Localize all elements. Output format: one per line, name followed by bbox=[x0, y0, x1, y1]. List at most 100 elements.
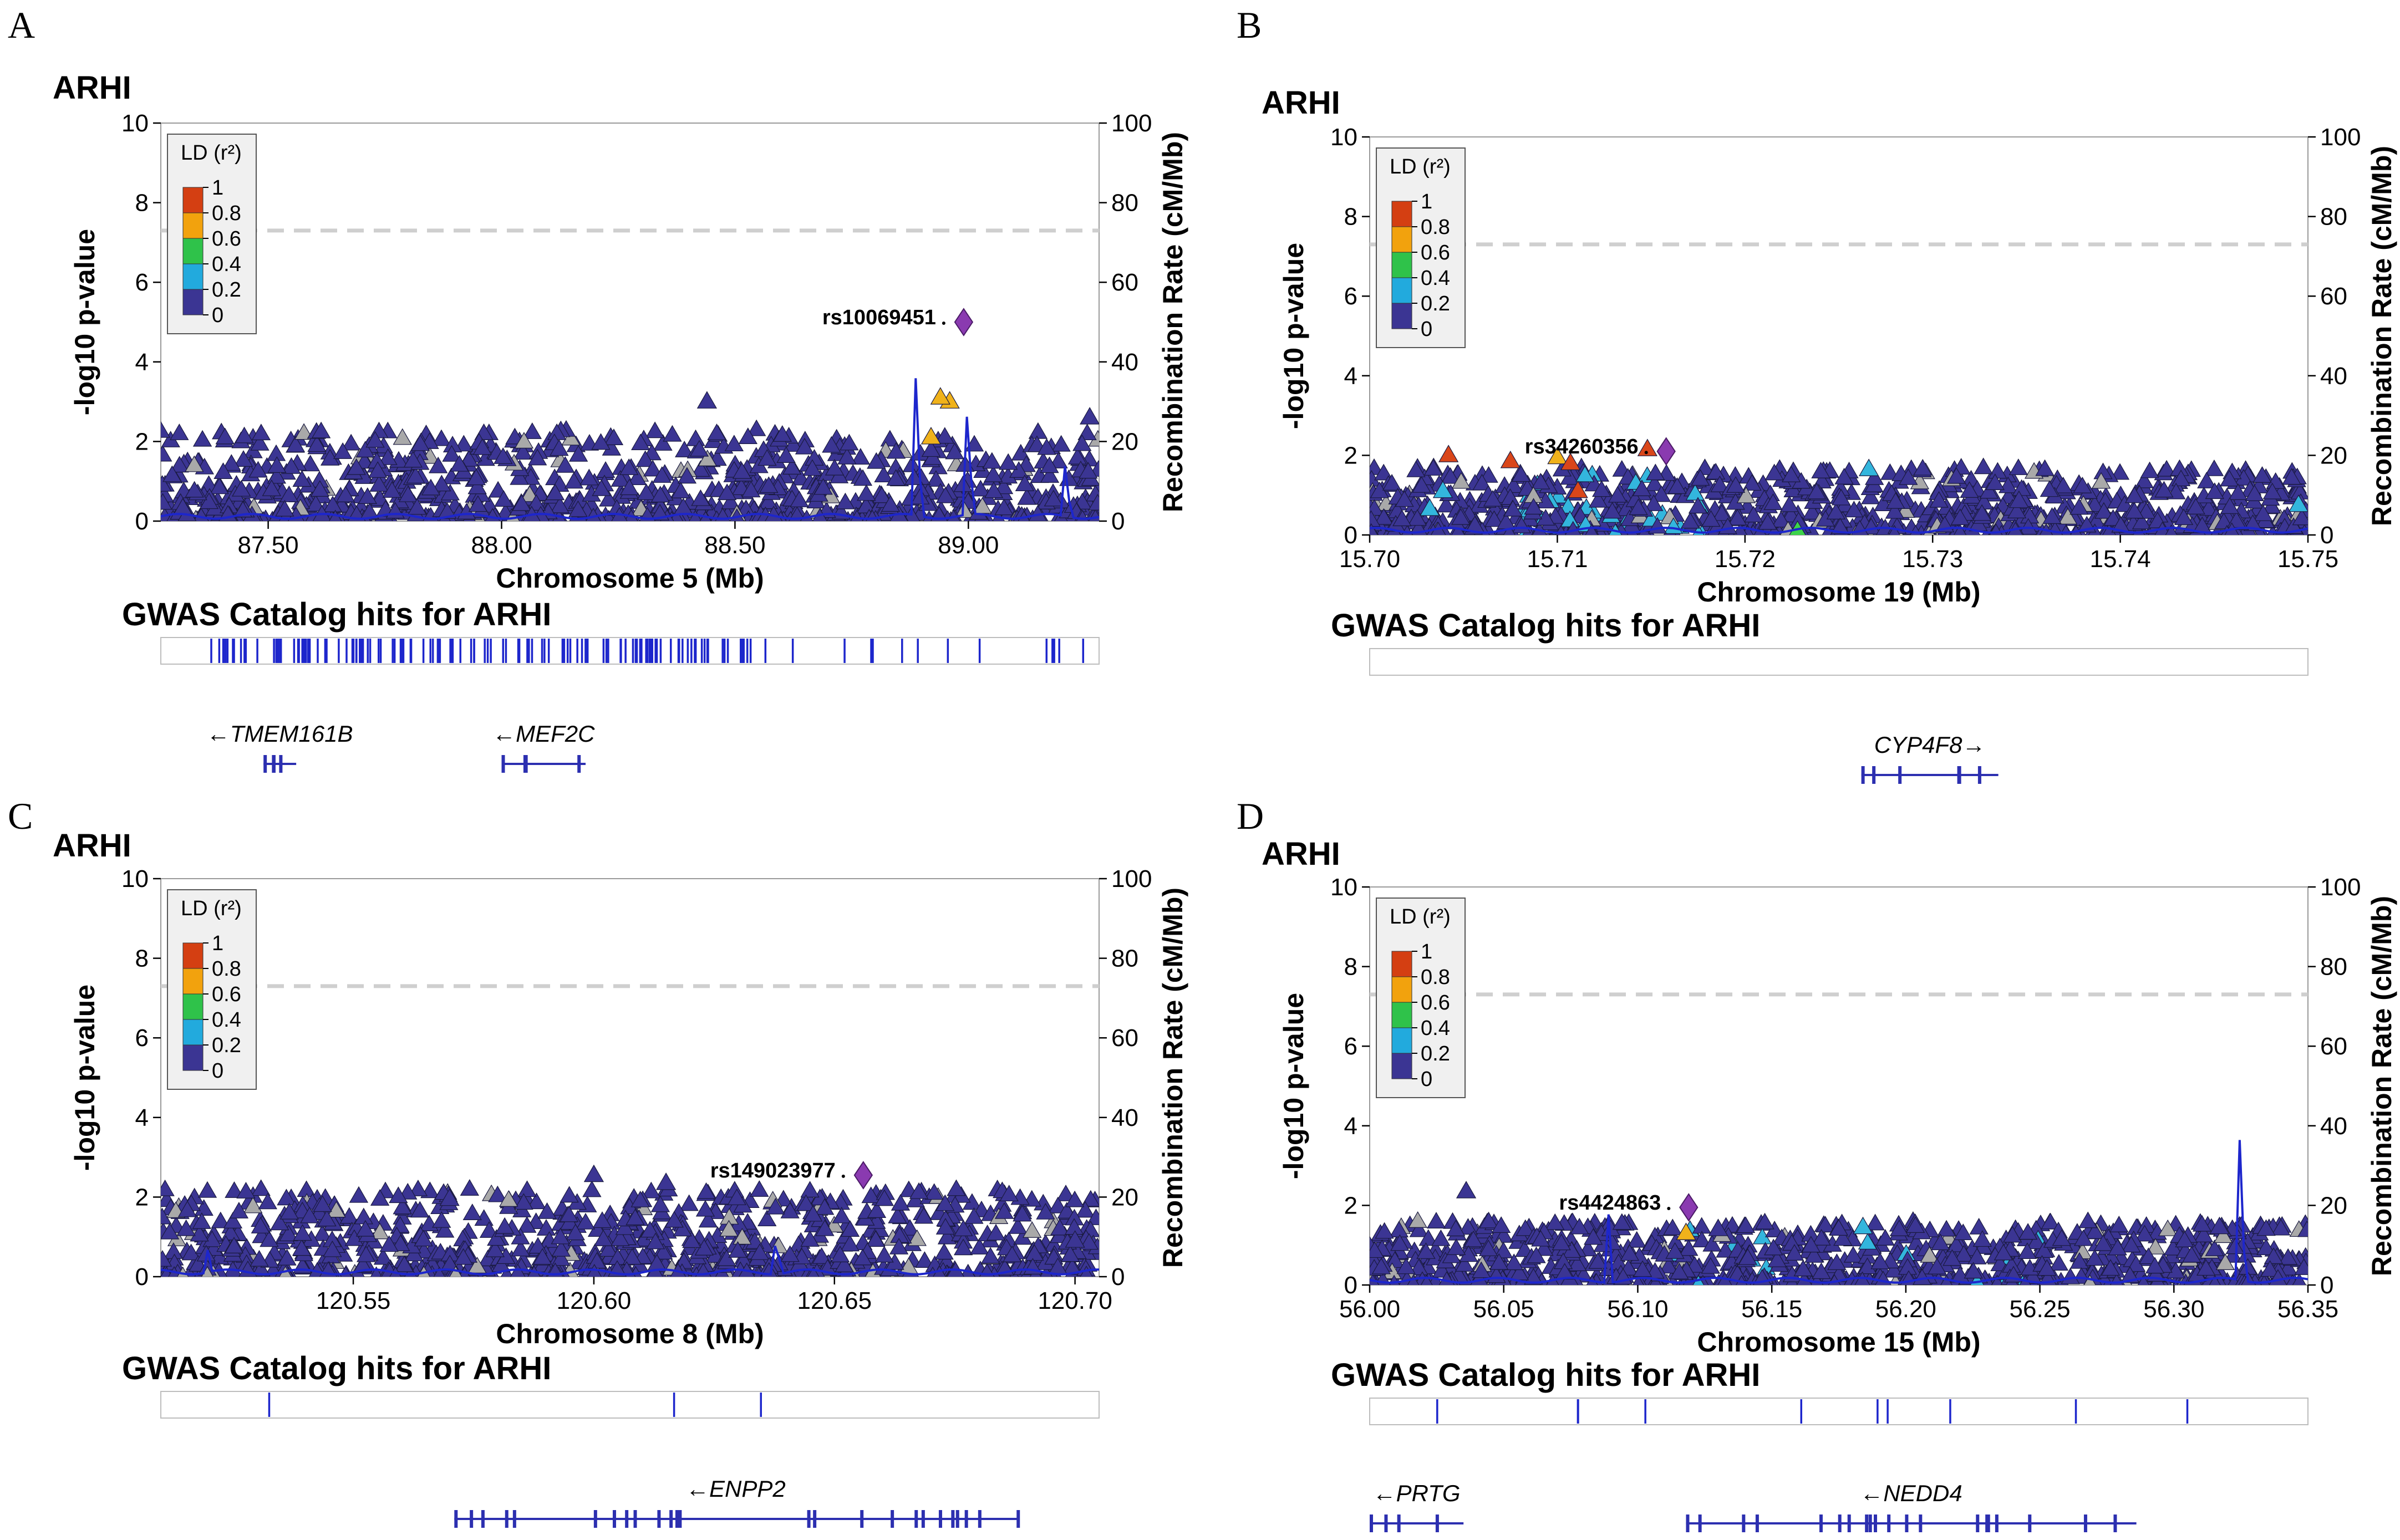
y-tick-label: 4 bbox=[1344, 1113, 1357, 1140]
snp-point bbox=[1888, 524, 1900, 535]
y2-tick-label: 0 bbox=[1111, 508, 1125, 535]
snp-point bbox=[1051, 435, 1071, 452]
snp-point bbox=[2058, 508, 2078, 524]
legend-swatch bbox=[1391, 226, 1412, 253]
snp-point bbox=[454, 435, 474, 452]
snp-point bbox=[2111, 516, 2130, 533]
snp-point bbox=[561, 429, 581, 446]
snp-point bbox=[536, 1218, 556, 1236]
snp-point bbox=[766, 1197, 785, 1215]
snp-point bbox=[282, 457, 301, 474]
snp-point bbox=[904, 468, 924, 485]
snp-point bbox=[260, 1230, 279, 1247]
snp-point bbox=[1812, 1228, 1831, 1246]
y2-tick-label: 80 bbox=[1111, 190, 1138, 217]
snp-point bbox=[2132, 512, 2152, 529]
snp-point bbox=[1088, 493, 1099, 511]
snp-point bbox=[1015, 475, 1035, 491]
snp-point bbox=[382, 481, 402, 498]
legend-tick-label: 0 bbox=[1421, 1068, 1432, 1091]
snp-point bbox=[510, 468, 529, 485]
y2-tick-label: 100 bbox=[2320, 124, 2361, 151]
snp-point bbox=[440, 1255, 460, 1272]
snp-point bbox=[911, 487, 930, 504]
snp-point bbox=[1758, 513, 1777, 530]
snp-point bbox=[583, 1164, 604, 1182]
gene-exon bbox=[577, 755, 581, 773]
snp-point bbox=[717, 483, 737, 501]
snp-point bbox=[568, 500, 588, 517]
snp-point bbox=[1080, 407, 1099, 425]
gene-exon bbox=[657, 1510, 661, 1528]
legend-tick-label: 0.4 bbox=[1421, 1017, 1450, 1040]
gwas-track-box bbox=[160, 1391, 1100, 1419]
snp-point bbox=[1781, 466, 1801, 482]
recombination-line bbox=[161, 1245, 1099, 1276]
snp-point bbox=[652, 466, 672, 483]
gene-exon bbox=[625, 1510, 629, 1528]
snp-point bbox=[403, 451, 423, 468]
snp-point bbox=[1395, 490, 1414, 507]
x-tick-label: 88.50 bbox=[704, 532, 765, 559]
gene-exon bbox=[1919, 1514, 1923, 1532]
snp-point bbox=[2186, 498, 2205, 514]
y-tick-label: 6 bbox=[135, 269, 149, 296]
snp-point bbox=[2091, 472, 2111, 489]
snp-point bbox=[1858, 1233, 1878, 1250]
gwas-title: GWAS Catalog hits for ARHI bbox=[1331, 1357, 1760, 1393]
snp-point bbox=[691, 460, 710, 477]
snp-point bbox=[1889, 1220, 1909, 1236]
gene-exon bbox=[1898, 766, 1902, 784]
snp-point bbox=[930, 387, 950, 405]
snp-point bbox=[462, 1204, 482, 1220]
gene-exon bbox=[951, 1510, 955, 1528]
snp-point bbox=[982, 452, 1001, 469]
snp-point bbox=[517, 1180, 537, 1197]
gene-exon bbox=[921, 1510, 925, 1528]
gene-exon bbox=[505, 1510, 509, 1528]
snp-point bbox=[867, 1201, 887, 1218]
x-axis-label: Chromosome 8 (Mb) bbox=[496, 1318, 764, 1349]
gene: ←PRTG bbox=[1370, 1480, 1464, 1532]
snp-point bbox=[980, 1247, 1000, 1264]
snp-point bbox=[467, 477, 487, 494]
snp-point bbox=[679, 1194, 699, 1211]
lead-snp-leader bbox=[1667, 1206, 1671, 1210]
snp-point bbox=[1552, 1233, 1571, 1251]
legend-tick-label: 0.2 bbox=[1421, 1042, 1450, 1065]
ld-legend: LD (r²)10.80.60.40.20 bbox=[1376, 147, 1466, 348]
snp-point bbox=[1834, 467, 1854, 485]
snp-point bbox=[874, 466, 893, 483]
snp-point bbox=[373, 1248, 393, 1265]
snp-point bbox=[1568, 1255, 1587, 1271]
snp-point bbox=[181, 1243, 201, 1261]
snp-point bbox=[1738, 1248, 1757, 1265]
snp-point bbox=[822, 436, 841, 453]
snp-point bbox=[1008, 1217, 1028, 1234]
snp-point bbox=[1025, 1244, 1044, 1261]
snp-point bbox=[1793, 1259, 1813, 1277]
snp-point bbox=[487, 1229, 506, 1246]
y-tick-label: 0 bbox=[1344, 1272, 1357, 1299]
snp-point bbox=[970, 1238, 989, 1255]
snp-point bbox=[1763, 1238, 1783, 1256]
snp-point bbox=[566, 1223, 585, 1241]
snp-point bbox=[1927, 1257, 1947, 1274]
gene-label: ←PRTG bbox=[1373, 1480, 1461, 1506]
snp-point bbox=[671, 482, 690, 498]
legend-tick-label: 0 bbox=[1421, 318, 1432, 341]
snp-point bbox=[593, 1229, 613, 1246]
ld-legend: LD (r²)10.80.60.40.20 bbox=[167, 134, 257, 334]
snp-point bbox=[389, 1186, 408, 1204]
x-tick-label: 56.05 bbox=[1473, 1296, 1534, 1323]
snp-point bbox=[2209, 1216, 2230, 1235]
plot-content bbox=[1370, 242, 2308, 535]
snp-point bbox=[356, 1245, 376, 1262]
y-axis-right: 0 20 40 60 80 100 bbox=[1099, 110, 1152, 535]
snp-point bbox=[472, 438, 492, 455]
snp-point bbox=[1374, 508, 1394, 525]
snp-point bbox=[1826, 503, 1846, 519]
snp-point bbox=[1663, 1218, 1682, 1236]
gene-exon bbox=[1865, 1514, 1869, 1532]
snp-point bbox=[1783, 481, 1803, 497]
